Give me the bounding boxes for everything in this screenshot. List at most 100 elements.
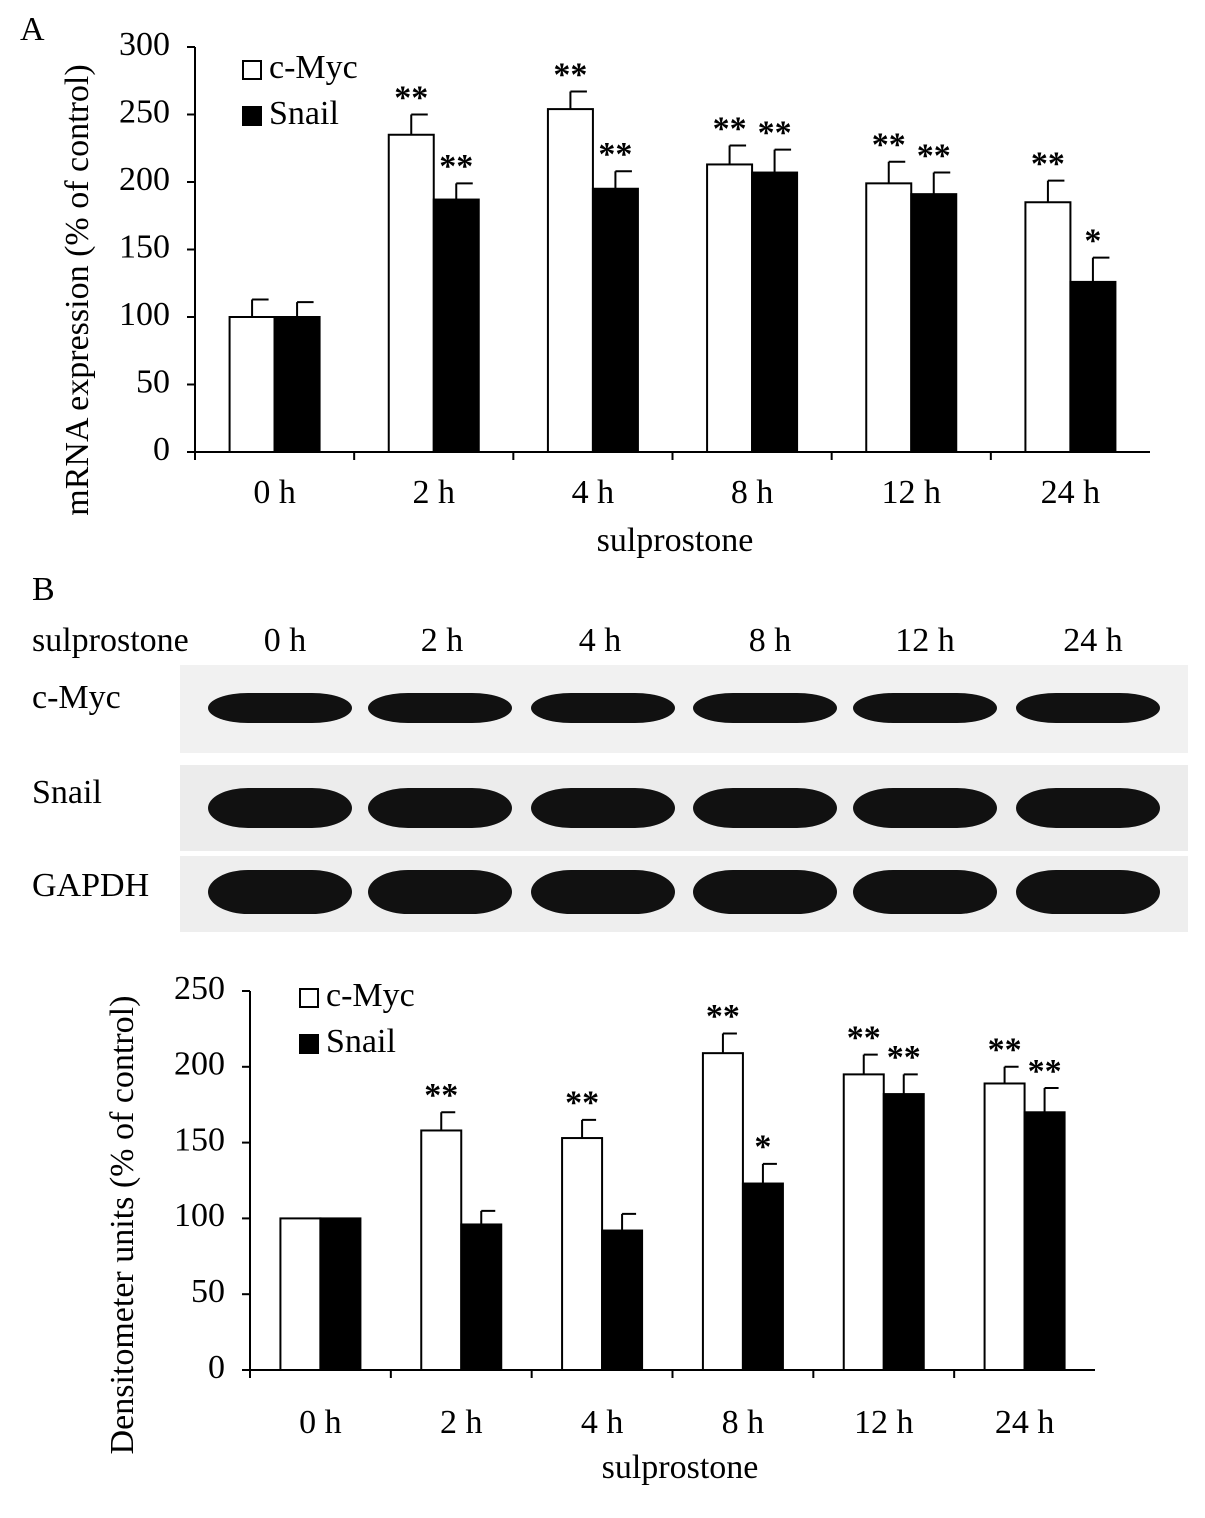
significance-label: ** xyxy=(847,1019,881,1056)
blot-band xyxy=(693,788,837,828)
error-bar xyxy=(932,171,951,195)
y-tick-label: 200 xyxy=(119,161,170,198)
bar xyxy=(228,316,276,453)
error-bar xyxy=(761,1162,777,1184)
y-tick-label: 250 xyxy=(174,970,225,1007)
lane-label: 24 h xyxy=(1063,622,1123,659)
y-tick-label: 0 xyxy=(208,1349,225,1386)
blot-band xyxy=(531,693,675,723)
significance-label: * xyxy=(1084,222,1101,259)
y-tick-label: 300 xyxy=(119,26,170,63)
y-tick-label: 50 xyxy=(191,1273,225,1310)
bar xyxy=(1069,280,1117,453)
bar xyxy=(1023,1111,1066,1372)
significance-label: ** xyxy=(565,1085,599,1122)
legend-label: c-Myc xyxy=(326,977,415,1014)
bar xyxy=(561,1137,604,1371)
error-bar xyxy=(440,1111,456,1131)
significance-label: ** xyxy=(713,110,747,147)
legend-label: Snail xyxy=(269,95,339,132)
error-bar xyxy=(1043,1087,1059,1113)
bar xyxy=(319,1217,362,1372)
significance-label: ** xyxy=(1028,1053,1062,1090)
lane-label: 12 h xyxy=(895,622,955,659)
blot-band xyxy=(853,788,997,828)
bar xyxy=(741,1182,784,1371)
bar xyxy=(706,163,754,453)
x-tick-label: 24 h xyxy=(995,1404,1055,1441)
blot-band xyxy=(1016,870,1160,914)
bar xyxy=(882,1093,925,1371)
legend-swatch xyxy=(242,60,262,80)
error-bar xyxy=(1003,1065,1019,1084)
error-bar xyxy=(581,1118,597,1139)
blot-band xyxy=(208,870,352,914)
error-bar xyxy=(1091,256,1110,282)
x-tick-label: 0 h xyxy=(253,474,296,511)
y-tick-label: 250 xyxy=(119,93,170,130)
significance-label: ** xyxy=(988,1032,1022,1069)
bar xyxy=(591,187,639,453)
row-label: c-Myc xyxy=(32,679,121,716)
error-bar xyxy=(569,90,587,110)
panel-label: B xyxy=(32,571,55,608)
bar xyxy=(387,133,435,453)
error-bar xyxy=(410,113,428,135)
y-tick-label: 50 xyxy=(136,363,170,400)
x-tick-label: 2 h xyxy=(440,1404,483,1441)
y-axis-title: Densitometer units (% of control) xyxy=(104,996,141,1455)
blot-band xyxy=(853,693,997,723)
bar xyxy=(601,1229,644,1371)
error-bar xyxy=(251,298,269,317)
error-bar xyxy=(862,1053,878,1075)
blot-band xyxy=(368,788,512,828)
x-tick-label: 4 h xyxy=(572,474,615,511)
row-label: GAPDH xyxy=(32,867,149,904)
blot-band xyxy=(368,870,512,914)
lane-label: 4 h xyxy=(579,622,622,659)
blot-band xyxy=(208,693,352,723)
y-tick-label: 150 xyxy=(174,1121,225,1158)
error-bar xyxy=(728,144,747,165)
x-tick-label: 2 h xyxy=(413,474,456,511)
error-bar xyxy=(721,1032,737,1054)
lane-label: 8 h xyxy=(749,622,792,659)
blot-band xyxy=(531,788,675,828)
significance-label: ** xyxy=(424,1077,458,1114)
significance-label: ** xyxy=(758,114,792,151)
bar xyxy=(751,171,799,454)
error-bar xyxy=(455,182,473,200)
lane-label: 0 h xyxy=(264,622,307,659)
blot-band xyxy=(368,693,512,723)
significance-label: ** xyxy=(394,79,428,116)
bar xyxy=(460,1223,503,1371)
blot-band xyxy=(1016,693,1160,723)
error-bar xyxy=(296,301,314,317)
x-axis-title: sulprostone xyxy=(602,1449,759,1486)
error-bar xyxy=(773,148,792,173)
y-tick-label: 100 xyxy=(174,1197,225,1234)
error-bar xyxy=(614,170,632,189)
legend-swatch xyxy=(299,988,319,1008)
bar xyxy=(279,1217,322,1372)
x-tick-label: 12 h xyxy=(882,474,942,511)
significance-label: ** xyxy=(887,1039,921,1076)
blot-band xyxy=(693,693,837,723)
y-tick-label: 100 xyxy=(119,296,170,333)
error-bar xyxy=(902,1073,918,1095)
bar xyxy=(842,1073,885,1371)
legend-swatch xyxy=(299,1034,319,1054)
significance-label: ** xyxy=(872,127,906,164)
significance-label: ** xyxy=(1031,145,1065,182)
bar xyxy=(865,182,913,453)
legend-label: c-Myc xyxy=(269,49,358,86)
error-bar xyxy=(480,1209,496,1225)
row-label: Snail xyxy=(32,774,102,811)
bar xyxy=(546,108,594,453)
error-bar xyxy=(1046,179,1065,203)
significance-label: ** xyxy=(917,137,951,174)
y-tick-label: 150 xyxy=(119,228,170,265)
x-tick-label: 8 h xyxy=(731,474,774,511)
y-tick-label: 0 xyxy=(153,431,170,468)
